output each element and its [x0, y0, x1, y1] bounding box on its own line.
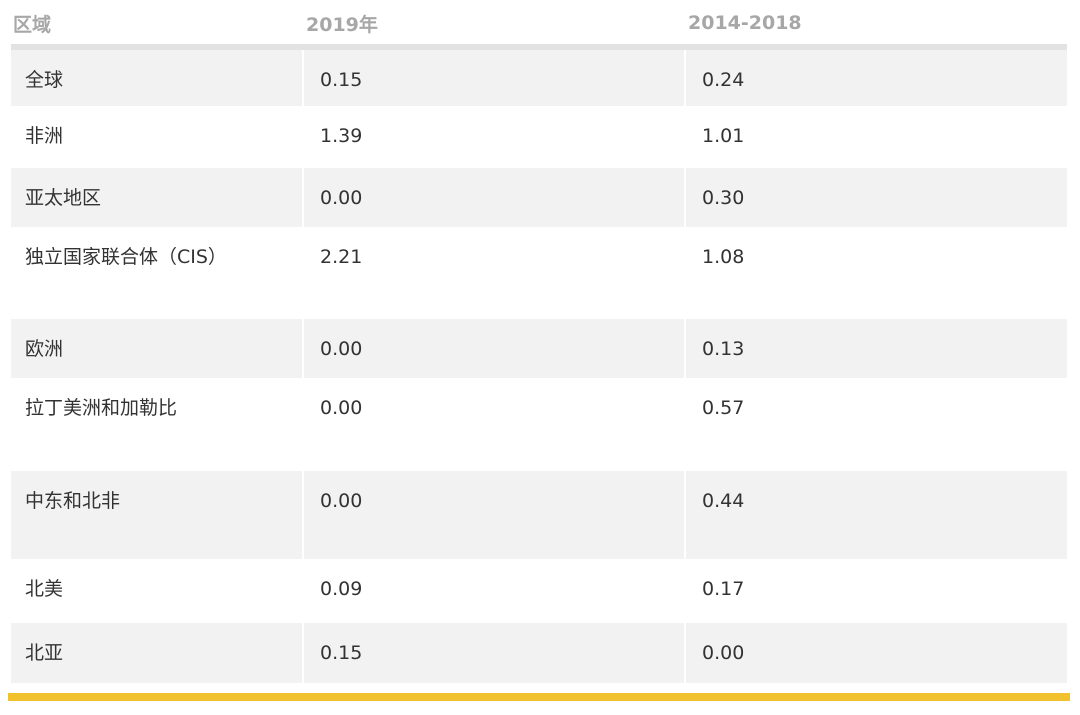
- table-row: 中东和北非 0.00 0.44: [11, 471, 1067, 559]
- cell-2014-2018: 0.44: [684, 471, 1067, 559]
- cell-region: 亚太地区: [11, 168, 302, 227]
- table-row: 独立国家联合体（CIS） 2.21 1.08: [11, 227, 1067, 319]
- accent-bottom-bar: [8, 693, 1070, 701]
- cell-2019: 0.00: [302, 168, 684, 227]
- cell-region: 独立国家联合体（CIS）: [25, 246, 227, 268]
- cell-2014-2018: 0.17: [684, 559, 1067, 623]
- header-2019: 2019年: [306, 13, 378, 36]
- cell-2019: 0.15: [302, 623, 684, 683]
- cell-region: 北美: [25, 578, 64, 600]
- table-row: 全球 0.15 0.24: [11, 50, 1067, 106]
- cell-2014-2018: 0.57: [684, 378, 1067, 471]
- cell-2014-2018: 1.08: [684, 227, 1067, 319]
- cell-2019: 2.21: [302, 227, 684, 319]
- cell-2014-2018: 0.13: [684, 319, 1067, 378]
- cell-2019: 0.00: [302, 319, 684, 378]
- table-row: 亚太地区 0.00 0.30: [11, 168, 1067, 227]
- table-row: 北美 0.09 0.17: [11, 559, 1067, 623]
- cell-region: 非洲: [25, 125, 64, 147]
- cell-2014-2018: 0.24: [684, 50, 1067, 106]
- table-row: 拉丁美洲和加勒比 0.00 0.57: [11, 378, 1067, 471]
- cell-2019: 0.00: [302, 471, 684, 559]
- cell-2014-2018: 1.01: [684, 106, 1067, 168]
- cell-2019: 0.15: [302, 50, 684, 106]
- table-row: 非洲 1.39 1.01: [11, 106, 1067, 168]
- cell-region: 全球: [11, 50, 302, 106]
- cell-2019: 0.09: [302, 559, 684, 623]
- header-region: 区域: [13, 13, 52, 36]
- region-rates-table: 区域 2019年 2014-2018 全球 0.15 0.24 非洲 1.39 …: [11, 0, 1067, 683]
- table-header: 区域 2019年 2014-2018: [11, 0, 1067, 50]
- cell-2014-2018: 0.00: [684, 623, 1067, 683]
- cell-2014-2018: 0.30: [684, 168, 1067, 227]
- cell-region: 欧洲: [11, 319, 302, 378]
- table-row: 北亚 0.15 0.00: [11, 623, 1067, 683]
- cell-region: 中东和北非: [11, 471, 302, 559]
- cell-region: 拉丁美洲和加勒比: [25, 397, 178, 419]
- cell-2019: 1.39: [302, 106, 684, 168]
- header-2014-2018: 2014-2018: [688, 12, 802, 34]
- table-row: 欧洲 0.00 0.13: [11, 319, 1067, 378]
- cell-region: 北亚: [11, 623, 302, 683]
- cell-2019: 0.00: [302, 378, 684, 471]
